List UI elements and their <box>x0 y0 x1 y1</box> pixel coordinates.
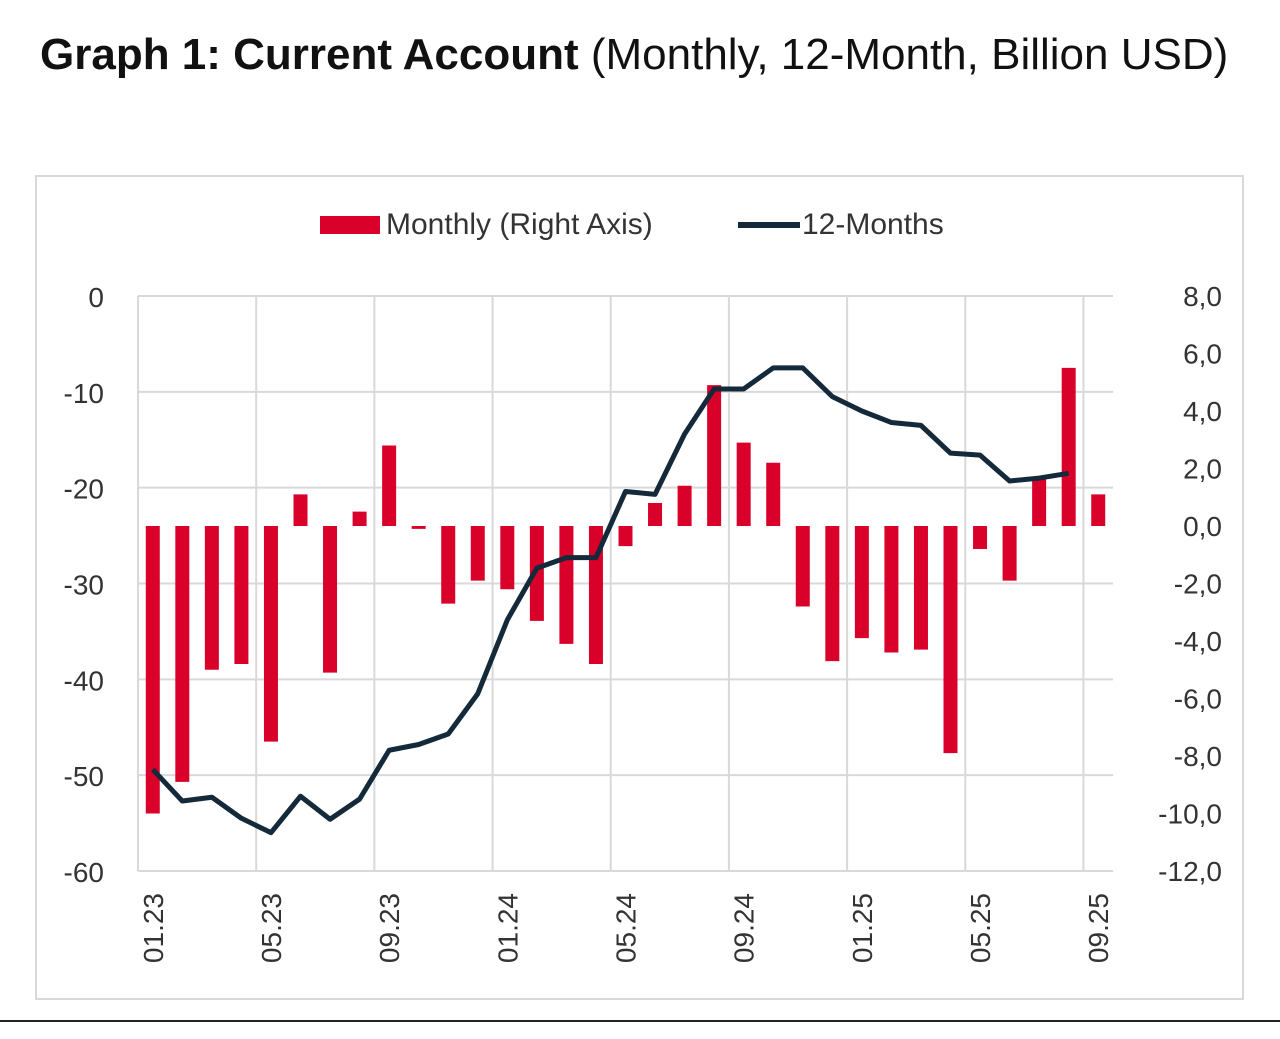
right-tick-label: 0,0 <box>1183 511 1222 542</box>
bar-04.24 <box>588 526 603 664</box>
x-tick-label: 09.23 <box>374 893 405 963</box>
bar-06.25 <box>1002 526 1017 581</box>
x-tick-label: 05.23 <box>256 893 287 963</box>
bar-10.24 <box>766 462 781 526</box>
bar-02.23 <box>175 526 190 782</box>
bar-07.24 <box>677 485 692 526</box>
bar-03.24 <box>559 526 574 644</box>
legend-label-monthly: Monthly (Right Axis) <box>386 208 653 241</box>
x-tick-label: 01.23 <box>138 893 169 963</box>
bar-01.24 <box>500 526 515 590</box>
bar-06.24 <box>648 503 663 526</box>
left-tick-label: -20 <box>64 474 104 505</box>
x-tick-label: 01.25 <box>847 893 878 963</box>
right-tick-label: -10,0 <box>1158 799 1222 830</box>
bar-04.25 <box>943 526 958 754</box>
bar-02.24 <box>529 526 544 621</box>
bar-06.23 <box>293 494 308 526</box>
bar-09.24 <box>736 442 751 526</box>
left-tick-label: 0 <box>88 282 104 313</box>
bar-12.23 <box>470 526 485 581</box>
bar-05.24 <box>618 526 633 547</box>
bar-07.25 <box>1032 477 1047 526</box>
bar-02.25 <box>884 526 899 653</box>
bar-05.23 <box>263 526 278 742</box>
left-tick-label: -60 <box>64 857 104 888</box>
bar-01.25 <box>854 526 869 639</box>
legend-label-12m: 12-Months <box>802 208 944 241</box>
bar-04.23 <box>234 526 249 664</box>
left-tick-label: -40 <box>64 665 104 696</box>
left-tick-label: -10 <box>64 378 104 409</box>
right-tick-label: 2,0 <box>1183 454 1222 485</box>
legend-swatch-monthly <box>320 216 380 234</box>
bar-05.25 <box>973 526 988 549</box>
right-tick-label: 8,0 <box>1183 281 1222 312</box>
right-tick-label: -6,0 <box>1174 684 1222 715</box>
chart-frame <box>35 175 1244 1000</box>
right-tick-label: -8,0 <box>1174 741 1222 772</box>
bar-09.23 <box>382 445 397 526</box>
legend: Monthly (Right Axis) 12-Months <box>320 208 944 241</box>
chart-title: Graph 1: Current Account (Monthly, 12-Mo… <box>40 30 1229 79</box>
bar-09.25 <box>1091 494 1106 526</box>
left-tick-label: -30 <box>64 570 104 601</box>
right-tick-label: -2,0 <box>1174 569 1222 600</box>
x-tick-label: 09.24 <box>729 893 760 963</box>
bar-08.25 <box>1061 367 1076 526</box>
line-12-months <box>150 365 1070 836</box>
bar-10.23 <box>411 526 426 529</box>
bar-11.24 <box>795 526 810 607</box>
bar-03.25 <box>913 526 928 650</box>
bar-08.23 <box>352 511 367 526</box>
right-tick-label: 6,0 <box>1183 339 1222 370</box>
x-tick-label: 01.24 <box>492 893 523 963</box>
x-tick-label: 05.25 <box>965 893 996 963</box>
right-tick-label: -4,0 <box>1174 626 1222 657</box>
right-tick-label: -12,0 <box>1158 856 1222 887</box>
divider <box>0 1020 1280 1022</box>
bar-07.23 <box>323 526 338 673</box>
bar-12.24 <box>825 526 840 662</box>
x-tick-label: 05.24 <box>611 893 642 963</box>
bar-01.23 <box>145 526 160 814</box>
bar-11.23 <box>441 526 456 604</box>
right-tick-label: 4,0 <box>1183 396 1222 427</box>
bar-08.24 <box>707 385 722 526</box>
x-tick-label: 09.25 <box>1083 893 1114 963</box>
left-tick-label: -50 <box>64 761 104 792</box>
bar-03.23 <box>204 526 219 670</box>
